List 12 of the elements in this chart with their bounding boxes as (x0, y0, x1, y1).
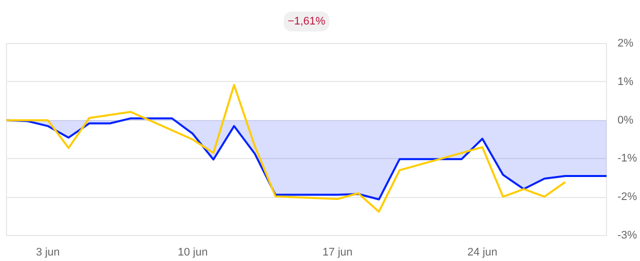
y-tick-label: -2% (618, 191, 638, 204)
y-tick-label: -3% (618, 230, 638, 242)
x-tick-label: 24 jun (467, 246, 498, 258)
y-tick-label: 0% (618, 114, 634, 126)
y-tick-label: 1% (618, 76, 634, 88)
text: −1,61% (288, 16, 326, 28)
x-tick-label: 3 jun (36, 246, 60, 258)
x-tick-label: 10 jun (178, 246, 208, 258)
line-series (6, 84, 566, 213)
y-tick-label: 2% (618, 38, 634, 50)
y-tick-label: -1% (618, 152, 638, 165)
x-tick-label: 17 jun (322, 246, 353, 258)
